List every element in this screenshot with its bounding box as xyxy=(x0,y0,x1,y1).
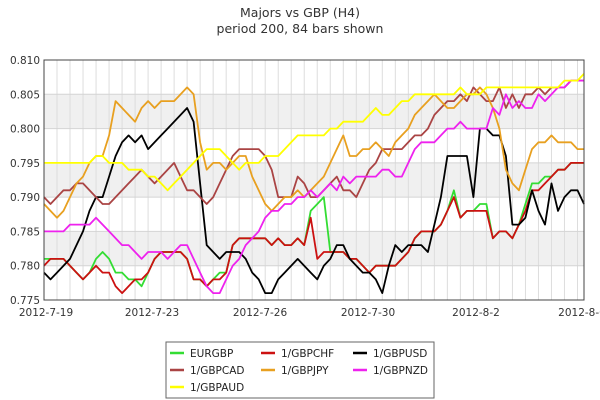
y-tick-label: 0.800 xyxy=(10,124,40,136)
series-layer xyxy=(43,73,585,295)
series-line xyxy=(43,107,585,295)
y-tick-label: 0.780 xyxy=(10,261,40,273)
x-tick-label: 2012-8-2 xyxy=(452,307,500,319)
legend: EURGBP 1/GBPCHF 1/GBPUSD 1/GBPCAD 1/GBPJPY 1/… xyxy=(165,341,435,399)
x-axis: 2012-7-19 2012-7-23 2012-7-26 2012-7-30 2012… xyxy=(19,307,600,319)
y-tick-label: 0.775 xyxy=(10,295,40,307)
legend-label: EURGBP xyxy=(190,348,233,360)
x-tick-label: 2012-7-19 xyxy=(19,307,73,319)
legend-label: 1/GBPCHF xyxy=(281,348,334,360)
legend-label: 1/GBPUSD xyxy=(373,348,427,360)
y-tick-label: 0.810 xyxy=(10,55,40,67)
x-tick-label: 2012-8-6 xyxy=(558,307,600,319)
x-tick-label: 2012-7-30 xyxy=(341,307,395,319)
legend-box xyxy=(165,341,435,399)
legend-label: 1/GBPNZD xyxy=(373,365,428,377)
series-line xyxy=(43,86,584,219)
y-axis: 0.775 0.780 0.785 0.790 0.795 0.800 0.805 0.810 xyxy=(10,55,40,307)
x-tick-label: 2012-7-23 xyxy=(125,307,179,319)
series-line xyxy=(44,73,585,192)
series-line xyxy=(43,79,584,205)
plot-frame xyxy=(43,59,585,301)
legend-label: 1/GBPJPY xyxy=(281,365,329,377)
series-line xyxy=(43,161,584,295)
legend-label: 1/GBPCAD xyxy=(190,365,245,377)
chart-subtitle: period 200, 84 bars shown xyxy=(217,21,384,36)
legend-label: 1/GBPAUD xyxy=(190,382,244,394)
y-tick-label: 0.790 xyxy=(10,192,40,204)
y-tick-label: 0.785 xyxy=(10,226,40,238)
y-tick-label: 0.805 xyxy=(10,89,40,101)
plot-band xyxy=(44,162,584,198)
x-tick-label: 2012-7-26 xyxy=(233,307,288,319)
series-line xyxy=(44,79,584,295)
y-tick-label: 0.795 xyxy=(10,158,40,170)
chart-title: Majors vs GBP (H4) xyxy=(240,5,360,20)
